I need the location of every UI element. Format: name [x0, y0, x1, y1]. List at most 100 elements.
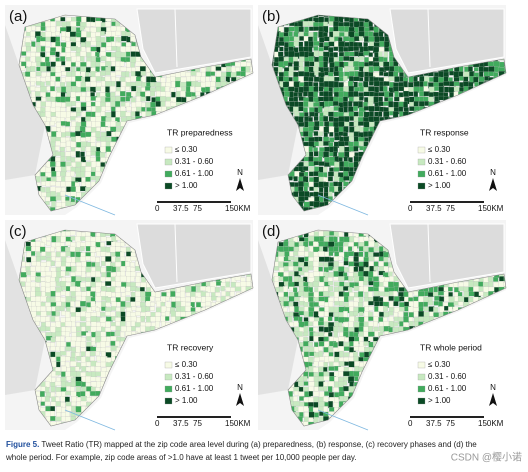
zip-area: [313, 35, 318, 42]
zip-area: [65, 290, 70, 297]
zip-area: [111, 266, 117, 273]
zip-area: [210, 86, 216, 92]
zip-area: [45, 47, 51, 53]
zip-area: [61, 15, 68, 17]
zip-area: [125, 42, 131, 48]
zip-area: [353, 91, 359, 97]
zip-area: [347, 46, 354, 52]
zip-area: [35, 276, 42, 283]
zip-area: [383, 41, 390, 48]
zip-area: [25, 241, 32, 247]
zip-area: [403, 77, 409, 82]
zip-area: [329, 182, 334, 187]
legend-swatch: [417, 146, 426, 154]
zip-area: [61, 132, 66, 138]
zip-area: [86, 47, 92, 53]
zip-area: [309, 186, 314, 191]
zip-area: [75, 151, 81, 159]
zip-area: [349, 71, 355, 77]
zip-area: [343, 136, 350, 142]
zip-area: [388, 92, 394, 97]
zip-area: [150, 82, 155, 87]
zip-area: [75, 86, 82, 93]
zip-area: [95, 296, 103, 302]
zip-area: [85, 126, 92, 132]
zip-area: [483, 71, 490, 77]
zip-area: [30, 52, 37, 57]
zip-area: [130, 252, 136, 257]
zip-area: [319, 37, 325, 43]
zip-area: [358, 111, 364, 117]
zip-area: [419, 81, 424, 88]
zip-area: [313, 41, 320, 46]
zip-area: [75, 247, 80, 253]
neighbor-states: [389, 8, 505, 74]
zip-area: [313, 147, 318, 152]
zip-area: [109, 86, 116, 92]
zip-area: [313, 182, 320, 188]
zip-area: [155, 291, 161, 298]
north-label: N: [237, 168, 243, 177]
zip-area: [343, 36, 351, 42]
zip-area: [368, 66, 374, 73]
zip-area: [302, 21, 309, 27]
zip-area: [75, 186, 81, 193]
zip-area: [60, 270, 66, 277]
zip-area: [150, 101, 157, 108]
zip-area: [398, 86, 405, 92]
zip-area: [65, 76, 72, 82]
zip-area: [318, 16, 325, 23]
zip-area: [195, 75, 202, 81]
zip-area: [65, 126, 70, 133]
zip-area: [95, 156, 101, 163]
zip-area: [413, 91, 419, 98]
zip-area: [374, 36, 381, 43]
zip-area: [21, 281, 26, 287]
zip-area: [328, 91, 333, 97]
zip-area: [80, 300, 86, 307]
zip-area: [364, 137, 369, 142]
zip-area: [146, 316, 152, 323]
zip-area: [31, 25, 36, 31]
zip-area: [302, 166, 309, 171]
zip-area: [100, 71, 106, 76]
zip-area: [338, 126, 344, 133]
zip-area: [438, 86, 444, 93]
scale-label: 37.5: [173, 204, 189, 213]
ocean: [65, 290, 253, 430]
zip-area: [55, 151, 62, 156]
zip-area: [304, 120, 309, 128]
zip-area: [60, 156, 66, 162]
zip-area: [79, 51, 87, 58]
zip-area: [298, 31, 304, 37]
zip-area: [45, 167, 52, 173]
zip-area: [110, 66, 116, 72]
zip-area: [95, 256, 101, 263]
zip-area: [342, 96, 348, 102]
zip-area: [85, 256, 91, 261]
zip-area: [328, 191, 333, 197]
zip-area: [318, 131, 324, 137]
zip-area: [146, 82, 151, 87]
zip-area: [378, 111, 383, 117]
zip-area: [70, 262, 76, 267]
zip-area: [120, 266, 126, 272]
zip-area: [308, 171, 314, 177]
zip-area: [423, 86, 429, 92]
zip-area: [348, 157, 353, 163]
zip-area: [55, 301, 62, 307]
zip-area: [308, 167, 314, 173]
legend-item: 0.31 - 0.60: [428, 157, 467, 166]
zip-area: [343, 181, 349, 187]
zip-area: [220, 286, 225, 291]
zip-area: [34, 316, 41, 322]
zip-area: [70, 296, 76, 303]
scale-bar: [410, 201, 484, 203]
zip-area: [115, 95, 122, 102]
zip-area: [383, 81, 390, 86]
zip-area: [46, 311, 52, 316]
zip-area: [149, 306, 155, 311]
zip-area: [45, 251, 52, 257]
zip-area: [55, 36, 61, 43]
zip-area: [353, 111, 359, 117]
